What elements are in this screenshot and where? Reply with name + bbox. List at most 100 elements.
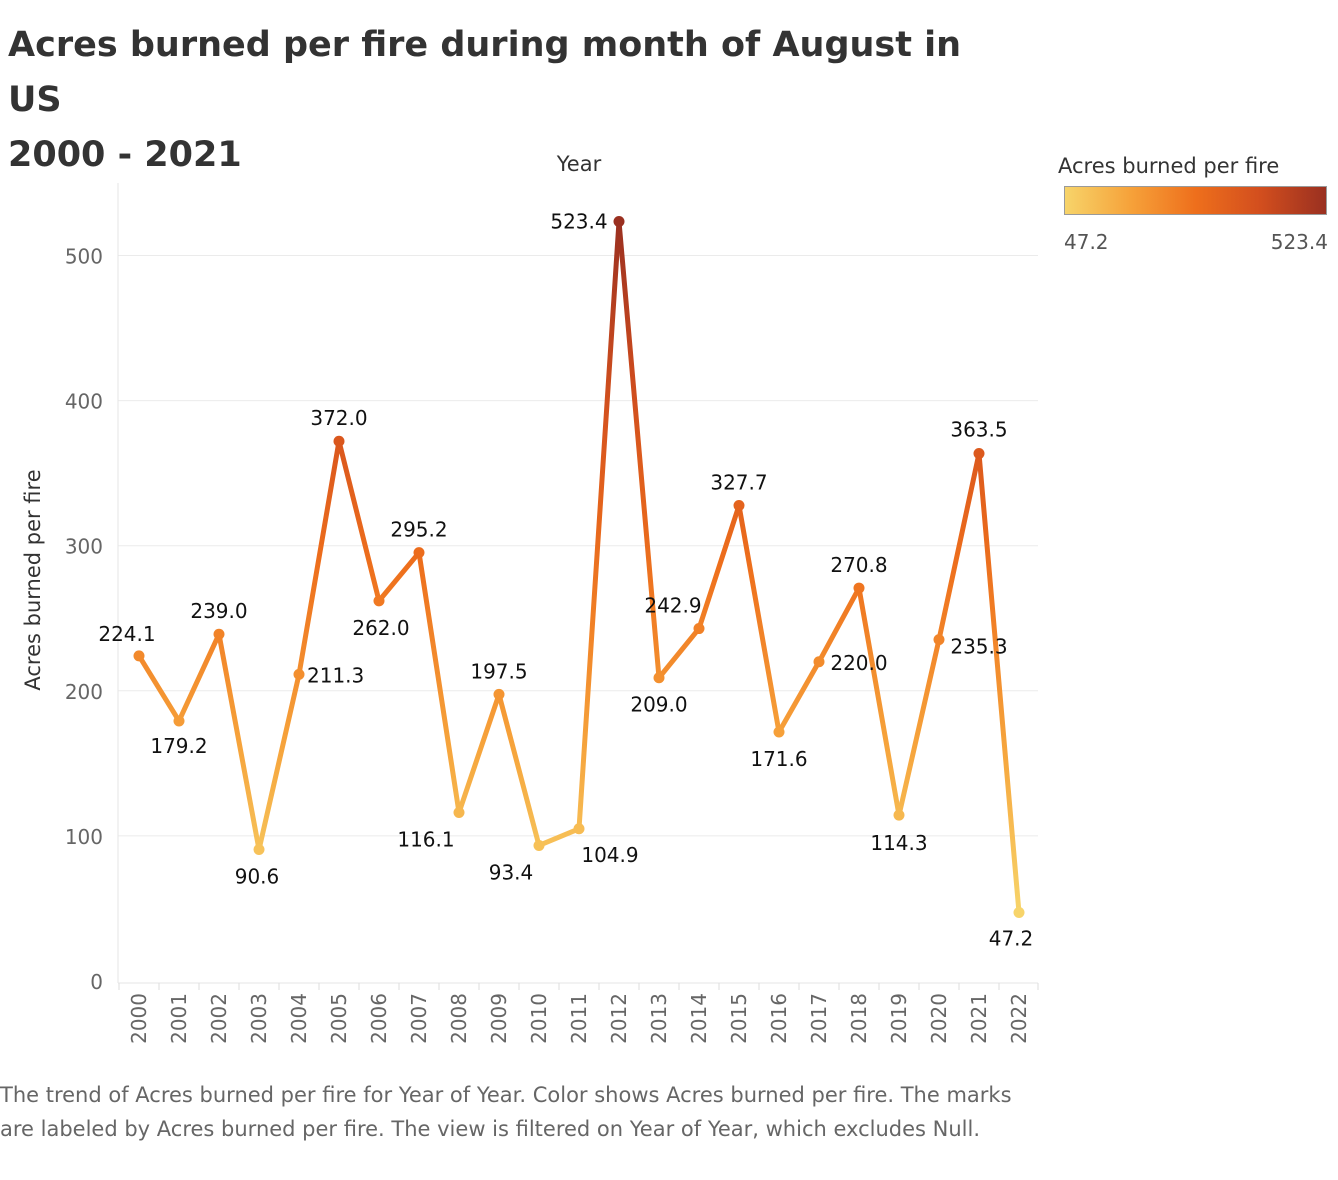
data-label: 211.3: [307, 663, 364, 687]
data-label: 116.1: [397, 828, 454, 852]
line-segment: [616, 219, 662, 681]
y-tick-label: 200: [65, 680, 103, 704]
x-tick-label: 2001: [167, 993, 191, 1044]
chart-caption: The trend of Acres burned per fire for Y…: [0, 1083, 1012, 1141]
data-point: [213, 628, 225, 640]
data-label: 327.7: [710, 471, 767, 495]
x-tick-label: 2005: [327, 993, 351, 1044]
x-axis-title: Year: [556, 152, 602, 176]
data-point: [493, 688, 505, 700]
y-tick-label: 500: [65, 245, 103, 269]
data-point: [453, 807, 465, 819]
data-label: 295.2: [390, 518, 447, 542]
line-segment: [856, 585, 902, 818]
legend-color-gradient: [1064, 186, 1327, 215]
data-label: 171.6: [750, 747, 807, 771]
line-segment: [976, 451, 1022, 916]
data-point: [413, 547, 425, 559]
data-label: 270.8: [830, 553, 887, 577]
line-segment: [336, 438, 382, 604]
x-tick-label: 2020: [927, 993, 951, 1044]
line-segment: [936, 451, 982, 643]
data-point: [733, 500, 745, 512]
data-labels: 224.1 179.2 239.0 90.6 211.3 372.0 262.0 295.2 1…: [98, 210, 1033, 951]
data-point: [1013, 907, 1025, 919]
data-point: [293, 668, 305, 680]
series-points: [133, 216, 1025, 919]
data-label: 197.5: [470, 659, 527, 683]
data-label: 220.0: [830, 651, 887, 675]
data-label: 93.4: [489, 860, 534, 884]
data-point: [533, 839, 545, 851]
y-axis-title: Acres burned per fire: [21, 469, 45, 690]
x-ticks: [118, 983, 1039, 990]
legend-title: Acres burned per fire: [1058, 154, 1280, 178]
data-point: [653, 672, 665, 684]
data-label: 179.2: [150, 734, 207, 758]
data-label: 372.0: [310, 406, 367, 430]
x-tick-label: 2021: [967, 993, 991, 1044]
line-segment: [216, 631, 262, 853]
data-label: 104.9: [581, 843, 638, 867]
x-tick-label: 2002: [207, 993, 231, 1044]
x-tick-label: 2012: [607, 993, 631, 1044]
x-tick-label: 2010: [527, 993, 551, 1044]
line-segment: [496, 691, 542, 848]
data-label: 47.2: [989, 927, 1034, 951]
legend-min-label: 47.2: [1064, 230, 1109, 254]
line-segment: [256, 671, 302, 853]
data-point: [773, 726, 785, 738]
line-segment: [896, 637, 942, 818]
x-tick-label: 2013: [647, 993, 671, 1044]
data-point: [813, 656, 825, 668]
series-line: [136, 219, 1022, 916]
y-tick-label: 300: [65, 535, 103, 559]
line-segment: [376, 550, 422, 604]
data-point: [893, 809, 905, 821]
data-label: 262.0: [352, 616, 409, 640]
data-label: 363.5: [950, 418, 1007, 442]
data-label: 224.1: [98, 622, 155, 646]
y-tick-label: 100: [65, 825, 103, 849]
data-point: [253, 844, 265, 856]
chart-title-line-1: Acres burned per fire during month of Au…: [8, 25, 962, 120]
x-tick-label: 2014: [687, 993, 711, 1044]
x-tick-label: 2003: [247, 993, 271, 1044]
line-segment: [576, 219, 622, 832]
data-label: 235.3: [950, 635, 1007, 659]
x-tick-label: 2006: [367, 993, 391, 1044]
line-segment: [456, 691, 502, 816]
chart-title: Acres burned per fire during month of Au…: [8, 18, 1008, 183]
data-point: [173, 715, 185, 727]
data-point: [333, 435, 345, 447]
legend-max-label: 523.4: [1270, 230, 1328, 254]
line-segment: [136, 653, 182, 724]
line-segment: [776, 659, 822, 735]
y-tick-label: 400: [65, 390, 103, 414]
x-tick-label: 2015: [727, 993, 751, 1044]
data-label: 90.6: [235, 865, 280, 889]
x-tick-label: 2022: [1007, 993, 1031, 1044]
line-segment: [176, 631, 222, 724]
x-tick-label: 2000: [127, 993, 151, 1044]
gridlines: [118, 255, 1038, 837]
x-tick-label: 2004: [287, 993, 311, 1044]
x-tick-label: 2007: [407, 993, 431, 1044]
line-segment: [816, 585, 862, 665]
data-point: [133, 650, 145, 662]
data-label: 114.3: [870, 831, 927, 855]
x-tick-label: 2009: [487, 993, 511, 1044]
chart-title-line-2: 2000 - 2021: [8, 135, 242, 175]
x-tick-label: 2017: [807, 993, 831, 1044]
data-point: [853, 582, 865, 594]
line-segment: [296, 438, 342, 677]
data-point: [693, 623, 705, 635]
line-segment: [736, 503, 782, 735]
data-point: [613, 216, 625, 228]
x-tick-labels: 2000 2001 2002 2003 2004 2005 2006 2007 2008 2009…: [127, 993, 1031, 1044]
x-tick-label: 2008: [447, 993, 471, 1044]
line-segment: [656, 626, 702, 681]
line-segment: [696, 503, 742, 632]
x-tick-label: 2019: [887, 993, 911, 1044]
